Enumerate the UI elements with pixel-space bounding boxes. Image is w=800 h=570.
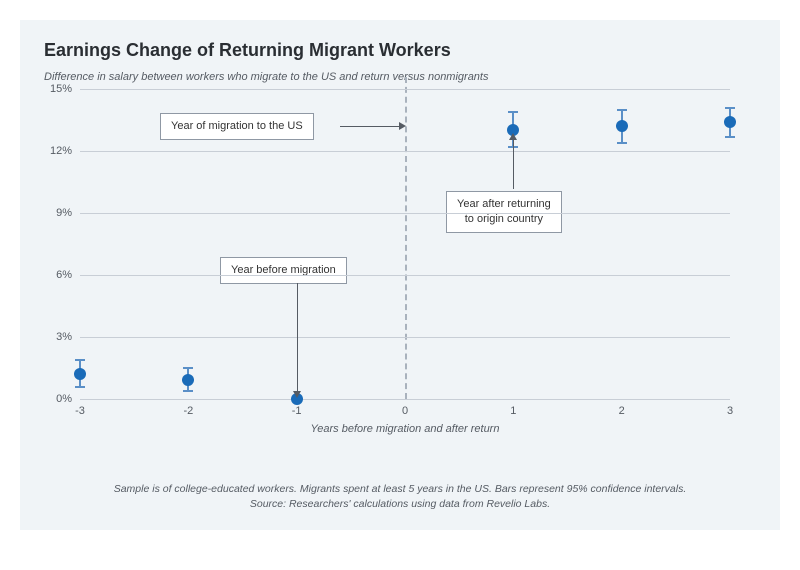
arrow-head (509, 133, 517, 140)
plot-region: Year of migration to the US Year before … (80, 89, 730, 399)
chart-area: Year of migration to the US Year before … (44, 89, 744, 429)
arrow-line (297, 283, 298, 391)
arrow-line (340, 126, 399, 127)
error-cap (725, 107, 735, 109)
y-tick-label: 9% (56, 207, 80, 219)
data-point (724, 116, 736, 128)
gridline (80, 151, 730, 152)
arrow-line (513, 140, 514, 189)
error-cap (183, 390, 193, 392)
gridline (80, 275, 730, 276)
error-cap (75, 386, 85, 388)
footnote: Sample is of college-educated workers. M… (20, 482, 780, 512)
error-cap (617, 109, 627, 111)
chart-subtitle: Difference in salary between workers who… (44, 71, 756, 83)
gridline (80, 89, 730, 90)
data-point (74, 368, 86, 380)
x-tick-label: 1 (510, 399, 516, 417)
footnote-line-1: Sample is of college-educated workers. M… (114, 483, 687, 495)
gridline (80, 337, 730, 338)
x-tick-label: -3 (75, 399, 85, 417)
footnote-line-2: Source: Researchers' calculations using … (250, 498, 550, 510)
annot-migration-text: Year of migration to the US (171, 120, 303, 132)
x-tick-label: 0 (402, 399, 408, 417)
x-tick-label: 2 (619, 399, 625, 417)
gridline (80, 213, 730, 214)
arrow-head (399, 122, 406, 130)
chart-container: Earnings Change of Returning Migrant Wor… (20, 20, 780, 530)
error-cap (183, 367, 193, 369)
error-cap (617, 142, 627, 144)
annot-migration: Year of migration to the US (160, 113, 314, 140)
y-tick-label: 6% (56, 269, 80, 281)
data-point (616, 120, 628, 132)
data-point (182, 374, 194, 386)
x-tick-label: 3 (727, 399, 733, 417)
x-tick-label: -2 (183, 399, 193, 417)
annot-after-l1: Year after returning (457, 198, 551, 210)
annot-after-l2: to origin country (465, 213, 543, 225)
x-axis-title: Years before migration and after return (311, 423, 500, 435)
chart-title: Earnings Change of Returning Migrant Wor… (44, 40, 756, 61)
error-cap (75, 359, 85, 361)
y-tick-label: 15% (50, 83, 80, 95)
error-cap (725, 136, 735, 138)
annot-before: Year before migration (220, 257, 347, 284)
annot-after: Year after returning to origin country (446, 191, 562, 233)
arrow-head (293, 391, 301, 398)
error-cap (508, 111, 518, 113)
y-tick-label: 12% (50, 145, 80, 157)
y-tick-label: 3% (56, 331, 80, 343)
